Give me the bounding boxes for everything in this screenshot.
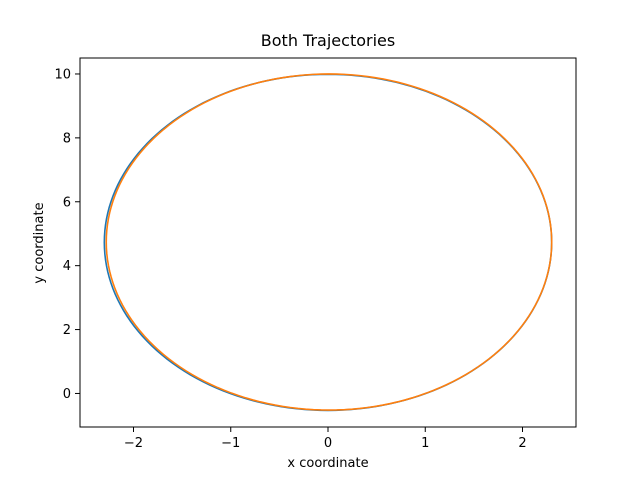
y-tick-label: 0: [63, 387, 71, 402]
x-tick-label: 0: [324, 436, 332, 451]
y-tick-label: 8: [63, 131, 71, 146]
y-tick-label: 10: [54, 67, 71, 82]
x-tick-label: 1: [421, 436, 429, 451]
trajectory-line-2: [105, 73, 553, 411]
x-tick-label: 2: [518, 436, 526, 451]
x-tick-label: −1: [221, 436, 240, 451]
y-axis: 0 2 4 6 8 10: [54, 67, 80, 402]
y-tick-label: 2: [63, 323, 71, 338]
x-axis: −2 −1 0 1 2: [124, 427, 527, 451]
x-tick-label: −2: [124, 436, 143, 451]
y-tick-label: 4: [63, 259, 71, 274]
y-tick-label: 6: [63, 195, 71, 210]
y-axis-label: y coordinate: [32, 202, 47, 283]
x-axis-label: x coordinate: [287, 456, 368, 471]
series-layer: [103, 73, 553, 412]
chart-title: Both Trajectories: [261, 31, 395, 50]
